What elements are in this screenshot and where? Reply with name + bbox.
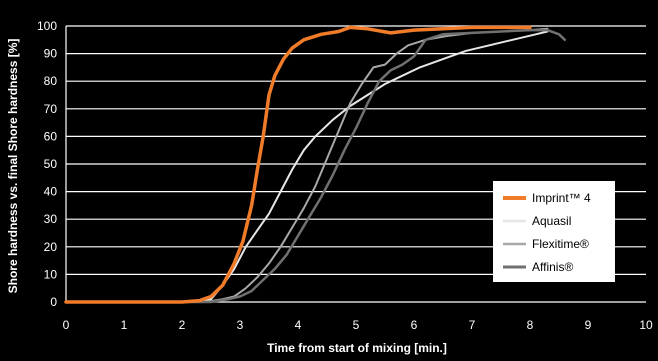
- y-tick-label: 80: [44, 74, 58, 88]
- y-tick-label: 90: [44, 47, 58, 61]
- x-tick-label: 1: [121, 318, 128, 332]
- y-tick-label: 50: [44, 157, 58, 171]
- y-axis-ticks: 0 10 20 30 40 50 60 70 80 90 100: [37, 19, 57, 309]
- x-tick-label: 4: [295, 318, 302, 332]
- x-tick-label: 8: [527, 318, 534, 332]
- y-tick-label: 100: [37, 19, 57, 33]
- series-lines: [64, 25, 567, 304]
- legend-label: Flexitime®: [532, 237, 589, 251]
- x-tick-label: 9: [585, 318, 592, 332]
- x-tick-label: 6: [411, 318, 418, 332]
- y-tick-label: 0: [50, 295, 57, 309]
- y-tick-label: 30: [44, 212, 58, 226]
- y-tick-label: 10: [44, 267, 58, 281]
- x-tick-label: 7: [469, 318, 476, 332]
- series-line-3: [64, 28, 567, 304]
- y-tick-label: 70: [44, 102, 58, 116]
- x-tick-label: 5: [353, 318, 360, 332]
- legend-label: Affinis®: [532, 260, 573, 274]
- x-tick-label: 2: [179, 318, 186, 332]
- x-axis-ticks: 0 1 2 3 4 5 6 7 8 9 10: [63, 318, 653, 332]
- series-line-2: [65, 27, 549, 303]
- series-line-0: [64, 25, 532, 304]
- x-tick-label: 0: [63, 318, 70, 332]
- x-tick-label: 3: [237, 318, 244, 332]
- legend-label: Aquasil: [532, 214, 571, 228]
- series-line-1: [65, 30, 549, 303]
- y-axis-title: Shore hardness vs. final Shore hardness …: [6, 39, 20, 294]
- grid-lines: [65, 25, 646, 303]
- legend-label: Imprint™ 4: [532, 191, 591, 205]
- y-tick-label: 40: [44, 185, 58, 199]
- x-axis-title: Time from start of mixing [min.]: [267, 341, 447, 355]
- legend: Imprint™ 4 Aquasil Flexitime® Affinis®: [493, 181, 615, 282]
- y-tick-label: 20: [44, 240, 58, 254]
- x-tick-label: 10: [639, 318, 653, 332]
- y-tick-label: 60: [44, 129, 58, 143]
